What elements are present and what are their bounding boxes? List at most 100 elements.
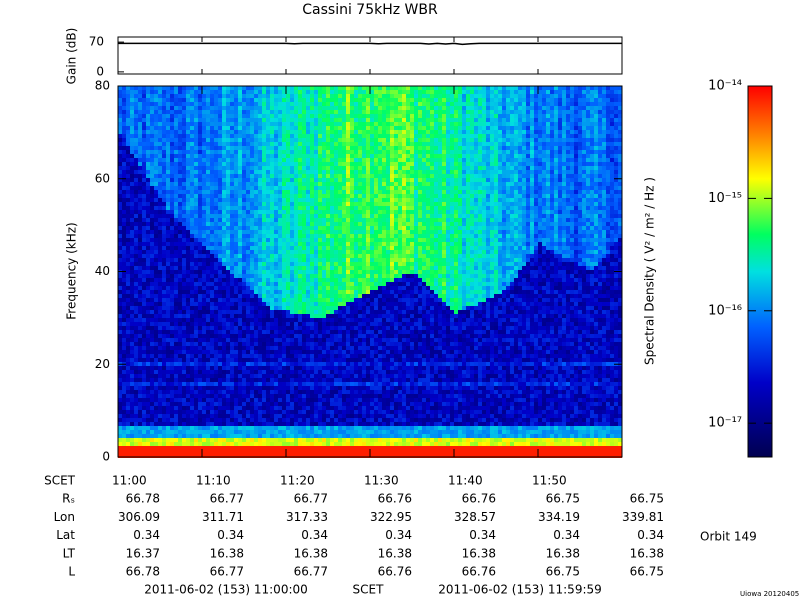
spectrogram-cell: [422, 218, 426, 222]
spectrogram-cell: [366, 186, 370, 190]
spectrogram-cell: [406, 158, 410, 162]
spectrogram-cell: [318, 150, 322, 154]
spectrogram-cell: [546, 102, 550, 106]
spectrogram-cell: [274, 174, 278, 178]
spectrogram-cell: [478, 226, 482, 230]
spectrogram-cell: [174, 222, 178, 226]
spectrogram-cell: [538, 202, 542, 206]
spectrogram-cell: [254, 114, 258, 118]
spectrogram-cell: [306, 166, 310, 170]
spectrogram-cell: [218, 142, 222, 146]
spectrogram-cell: [222, 158, 226, 162]
spectrogram-cell: [570, 218, 574, 222]
spectrogram-cell: [210, 90, 214, 94]
spectrogram-cell: [482, 154, 486, 158]
spectrogram-cell: [162, 230, 166, 234]
spectrogram-cell: [126, 214, 130, 218]
spectrogram-cell: [262, 214, 266, 218]
spectrogram-cell: [334, 154, 338, 158]
spectrogram-cell: [594, 114, 598, 118]
spectrogram-cell: [258, 162, 262, 166]
spectrogram-cell: [186, 238, 190, 242]
spectrogram-cell: [394, 174, 398, 178]
spectrogram-cell: [270, 230, 274, 234]
spectrogram-cell: [534, 210, 538, 214]
spectrogram-cell: [210, 110, 214, 114]
spectrogram-cell: [402, 98, 406, 102]
spectrogram-cell: [190, 238, 194, 242]
spectrogram-cell: [218, 150, 222, 154]
spectrogram-cell: [558, 106, 562, 110]
spectrogram-cell: [338, 178, 342, 182]
spectrogram-cell: [582, 122, 586, 126]
spectrogram-cell: [270, 182, 274, 186]
spectrogram-cell: [386, 130, 390, 134]
spectrogram-cell: [150, 158, 154, 162]
spectrogram-cell: [474, 230, 478, 234]
spectrogram-cell: [478, 98, 482, 102]
spectrogram-cell: [550, 86, 554, 90]
spectrogram-cell: [294, 102, 298, 106]
spectrogram-cell: [398, 130, 402, 134]
spectrogram-cell: [454, 226, 458, 230]
spectrogram-cell: [590, 218, 594, 222]
spectrogram-cell: [382, 234, 386, 238]
spectrogram-cell: [150, 218, 154, 222]
spectrogram-cell: [182, 186, 186, 190]
spectrogram-cell: [562, 134, 566, 138]
spectrogram-cell: [430, 222, 434, 226]
spectrogram-cell: [414, 86, 418, 90]
spectrogram-cell: [394, 134, 398, 138]
spectrogram-cell: [206, 122, 210, 126]
spectrogram-cell: [250, 122, 254, 126]
spectrogram-cell: [370, 226, 374, 230]
spectrogram-cell: [458, 154, 462, 158]
spectrogram-cell: [334, 86, 338, 90]
spectrogram-cell: [422, 230, 426, 234]
spectrogram-cell: [614, 158, 618, 162]
spectrogram-cell: [550, 238, 554, 242]
spectrogram-cell: [130, 238, 134, 242]
spectrogram-cell: [586, 202, 590, 206]
spectrogram-cell: [122, 194, 126, 198]
spectrogram-cell: [178, 170, 182, 174]
spectrogram-cell: [554, 122, 558, 126]
spectrogram-cell: [542, 94, 546, 98]
spectrogram-cell: [178, 138, 182, 142]
spectrogram-cell: [146, 142, 150, 146]
spectrogram-cell: [594, 166, 598, 170]
spectrogram-cell: [378, 118, 382, 122]
spectrogram-cell: [306, 206, 310, 210]
spectrogram-cell: [238, 90, 242, 94]
spectrogram-cell: [526, 210, 530, 214]
spectrogram-cell: [226, 214, 230, 218]
spectrogram-cell: [526, 90, 530, 94]
spectrogram-cell: [154, 90, 158, 94]
spectrogram-cell: [462, 154, 466, 158]
spectrogram-cell: [306, 182, 310, 186]
spectrogram-cell: [498, 102, 502, 106]
spectrogram-cell: [234, 222, 238, 226]
spectrogram-cell: [270, 110, 274, 114]
spectrogram-cell: [226, 98, 230, 102]
spectrogram-cell: [374, 202, 378, 206]
spectrogram-cell: [470, 94, 474, 98]
spectrogram-cell: [346, 118, 350, 122]
spectrogram-cell: [386, 234, 390, 238]
spectrogram-cell: [486, 194, 490, 198]
spectrogram-cell: [314, 230, 318, 234]
spectrogram-cell: [358, 154, 362, 158]
spectrogram-cell: [518, 234, 522, 238]
spectrogram-cell: [354, 86, 358, 90]
spectrogram-cell: [158, 206, 162, 210]
spectrogram-cell: [534, 206, 538, 210]
spectrogram-cell: [146, 118, 150, 122]
spectrogram-cell: [506, 178, 510, 182]
spectrogram-cell: [586, 146, 590, 150]
spectrogram-cell: [178, 134, 182, 138]
spectrogram-cell: [218, 182, 222, 186]
spectrogram-cell: [502, 134, 506, 138]
spectrogram-cell: [490, 114, 494, 118]
spectrogram-cell: [598, 222, 602, 226]
spectrogram-cell: [470, 138, 474, 142]
